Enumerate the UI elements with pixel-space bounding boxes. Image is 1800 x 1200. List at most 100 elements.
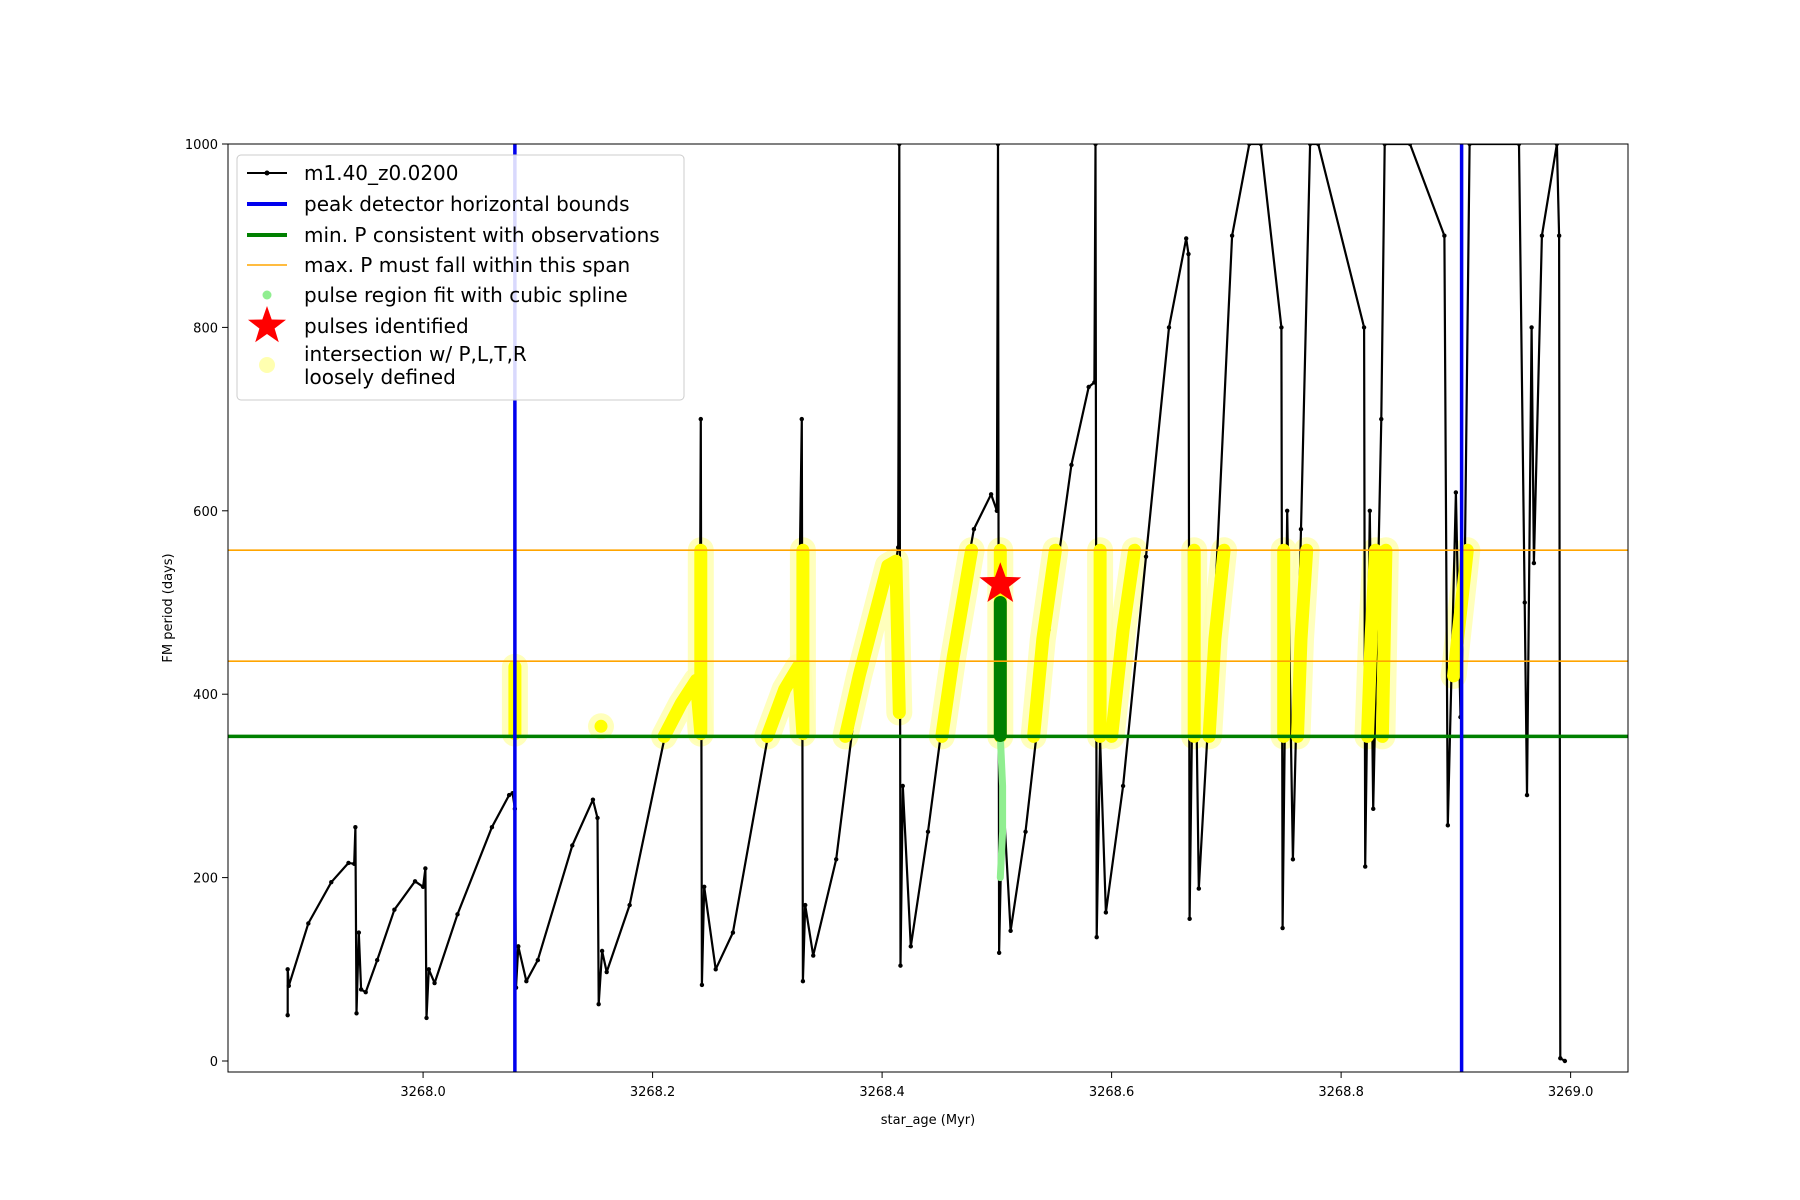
model-point-89	[1247, 144, 1252, 147]
model-point-66	[995, 144, 1001, 147]
model-point-79	[1120, 783, 1126, 789]
model-point-93	[1284, 508, 1290, 513]
y-tick-label-0: 0	[210, 1055, 218, 1070]
model-point-103	[1382, 144, 1387, 147]
model-point-65	[994, 508, 1000, 513]
model-point-17	[424, 1015, 429, 1021]
legend-handle-intersection	[259, 357, 275, 373]
model-point-86	[1196, 886, 1202, 891]
model-point-48	[799, 416, 804, 422]
model-point-22	[506, 792, 512, 798]
model-point-116	[1539, 233, 1545, 238]
model-point-107	[1453, 490, 1459, 495]
model-point-9	[356, 930, 362, 935]
model-point-13	[392, 907, 397, 912]
model-point-44	[730, 930, 736, 935]
y-tick-label-1: 200	[193, 872, 218, 887]
model-point-49	[800, 979, 806, 984]
model-point-102	[1379, 416, 1384, 422]
model-point-84	[1187, 916, 1192, 922]
model-point-18	[426, 967, 432, 972]
plot-area	[227, 143, 1629, 1073]
model-point-90	[1258, 144, 1263, 147]
legend-handle-model-dot	[264, 170, 270, 176]
model-point-43	[713, 967, 718, 972]
legend-label-3: max. P must fall within this span	[304, 253, 630, 277]
model-point-41	[699, 982, 705, 988]
model-point-113	[1524, 792, 1530, 798]
model-point-0	[285, 1012, 290, 1018]
model-point-6	[352, 861, 357, 867]
model-point-91	[1279, 325, 1284, 330]
legend-label-6-0: intersection w/ P,L,T,R	[304, 342, 527, 366]
model-point-63	[971, 526, 977, 532]
model-point-117	[1554, 144, 1560, 147]
model-point-110	[1467, 144, 1472, 147]
model-point-67	[996, 950, 1002, 955]
model-point-75	[1093, 144, 1098, 147]
model-point-51	[811, 953, 816, 958]
model-point-115	[1531, 560, 1537, 566]
x-tick-label-5: 3269.0	[1548, 1085, 1594, 1100]
intersection-segment-17	[1375, 543, 1393, 743]
x-axis-label: star_age (Myr)	[881, 1113, 975, 1128]
model-point-72	[1069, 462, 1074, 468]
x-tick-label-2: 3268.4	[859, 1085, 905, 1100]
legend-label-2: min. P consistent with observations	[304, 223, 660, 247]
model-point-101	[1371, 806, 1376, 812]
model-point-28	[535, 957, 541, 963]
model-point-5	[346, 860, 351, 866]
legend-item-5: pulses identified	[248, 306, 469, 343]
plot-frame	[227, 143, 1629, 1073]
x-tick-label-3: 3268.6	[1089, 1085, 1135, 1100]
model-point-83	[1186, 251, 1191, 257]
model-point-56	[895, 545, 901, 550]
model-point-42	[702, 884, 707, 889]
model-point-14	[412, 879, 418, 884]
model-point-26	[516, 944, 521, 949]
model-point-21	[489, 824, 495, 830]
model-point-35	[627, 902, 632, 908]
model-point-12	[374, 957, 380, 963]
y-tick-label-4: 800	[193, 321, 218, 336]
model-point-57	[897, 144, 902, 147]
legend-handle-spline	[262, 290, 272, 300]
model-point-30	[590, 797, 596, 802]
intersection-segment-11	[1105, 543, 1142, 743]
model-point-120	[1562, 1058, 1568, 1064]
legend-item-4: pulse region fit with cubic spline	[262, 283, 628, 307]
pulse-identified-star	[979, 562, 1022, 602]
model-point-50	[803, 902, 808, 908]
y-tick-label-5: 1000	[185, 138, 218, 153]
model-point-78	[1103, 910, 1109, 915]
model-point-96	[1307, 144, 1313, 147]
model-point-100	[1367, 508, 1373, 513]
model-point-61	[925, 829, 931, 834]
intersection-segment-15	[1291, 543, 1314, 743]
model-point-20	[455, 912, 460, 917]
model-point-60	[908, 944, 913, 949]
intersection-segment-9	[1027, 543, 1062, 743]
axis-ticks: 3268.0 3268.2 3268.4 3268.6 3268.8 3269.0 0 200…	[185, 138, 1593, 1100]
model-point-99	[1363, 864, 1368, 869]
legend-label-0: m1.40_z0.0200	[304, 161, 459, 185]
model-point-7	[353, 824, 358, 830]
legend-item-3: max. P must fall within this span	[247, 253, 630, 277]
model-point-34	[604, 969, 609, 975]
model-point-29	[570, 843, 575, 848]
model-point-92	[1280, 925, 1285, 931]
model-point-3	[306, 921, 311, 926]
model-point-74	[1092, 380, 1097, 385]
x-tick-label-4: 3268.8	[1318, 1085, 1364, 1100]
model-point-10	[358, 987, 364, 992]
model-point-52	[833, 857, 839, 862]
intersection-segment-7	[935, 543, 979, 743]
model-point-40	[698, 416, 703, 422]
model-point-31	[595, 815, 600, 821]
model-point-104	[1407, 144, 1413, 147]
model-point-82	[1183, 236, 1189, 241]
model-point-11	[363, 990, 368, 995]
